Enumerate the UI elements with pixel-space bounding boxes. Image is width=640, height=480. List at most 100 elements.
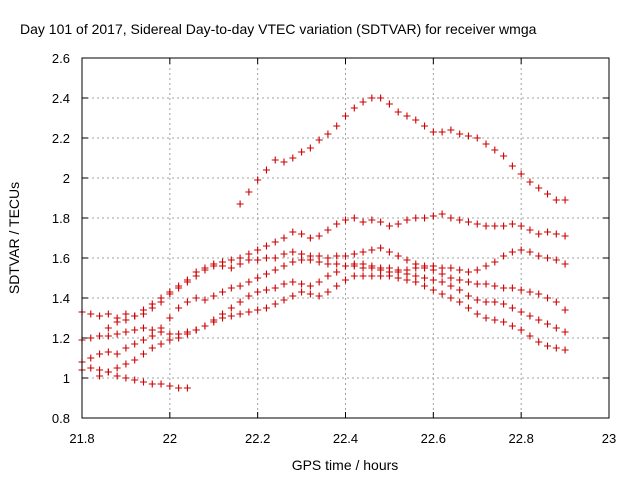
data-point bbox=[552, 230, 560, 238]
y-tick-label: 1.4 bbox=[52, 291, 70, 306]
data-point bbox=[298, 256, 306, 264]
data-point bbox=[113, 314, 121, 322]
data-point bbox=[535, 252, 543, 260]
data-point bbox=[175, 384, 183, 392]
data-point bbox=[535, 316, 543, 324]
data-point bbox=[517, 286, 525, 294]
data-point bbox=[508, 162, 516, 170]
data-point bbox=[245, 278, 253, 286]
data-point bbox=[526, 288, 534, 296]
data-point bbox=[254, 246, 262, 254]
data-point bbox=[271, 254, 279, 262]
data-point bbox=[526, 312, 534, 320]
data-point bbox=[166, 336, 174, 344]
data-point bbox=[350, 260, 358, 268]
data-point bbox=[219, 262, 227, 270]
data-point bbox=[342, 216, 349, 224]
data-point bbox=[262, 270, 270, 278]
data-point bbox=[491, 282, 499, 290]
data-point bbox=[271, 156, 279, 164]
data-point bbox=[262, 286, 270, 294]
data-point bbox=[412, 116, 420, 124]
data-point bbox=[561, 196, 569, 204]
data-point bbox=[157, 340, 165, 348]
data-point bbox=[544, 294, 552, 302]
data-point bbox=[473, 280, 481, 288]
data-point bbox=[236, 310, 244, 318]
data-point bbox=[359, 218, 367, 226]
x-tick-label: 21.8 bbox=[69, 431, 94, 446]
data-point bbox=[324, 272, 332, 280]
data-point bbox=[517, 326, 525, 334]
data-point bbox=[544, 320, 552, 328]
data-point bbox=[412, 264, 420, 272]
data-point bbox=[227, 284, 235, 292]
data-point bbox=[157, 380, 165, 388]
data-point bbox=[561, 328, 569, 336]
data-point bbox=[139, 378, 147, 386]
series-arc-4 bbox=[78, 256, 569, 366]
data-point bbox=[368, 262, 376, 270]
data-point bbox=[139, 324, 147, 332]
data-point bbox=[394, 220, 402, 228]
data-point bbox=[210, 318, 218, 326]
data-point bbox=[394, 274, 402, 282]
data-point bbox=[148, 332, 156, 340]
data-point bbox=[456, 216, 464, 224]
data-point bbox=[254, 306, 262, 314]
data-point bbox=[227, 312, 235, 320]
data-point bbox=[219, 288, 227, 296]
data-point bbox=[166, 382, 174, 390]
series-arc-1 bbox=[236, 94, 569, 208]
data-point bbox=[447, 214, 455, 222]
data-point bbox=[139, 350, 147, 358]
data-point bbox=[403, 216, 411, 224]
data-point bbox=[175, 304, 183, 312]
data-point bbox=[429, 276, 437, 284]
data-point bbox=[482, 314, 490, 322]
data-point bbox=[517, 308, 525, 316]
data-point bbox=[350, 104, 358, 112]
data-point bbox=[385, 222, 393, 230]
x-tick-label: 22.8 bbox=[509, 431, 534, 446]
data-point bbox=[535, 338, 543, 346]
data-point bbox=[500, 152, 508, 160]
data-point bbox=[192, 294, 200, 302]
data-point bbox=[526, 178, 534, 186]
data-point bbox=[254, 256, 262, 264]
data-point bbox=[394, 108, 402, 116]
data-point bbox=[324, 288, 332, 296]
data-point bbox=[429, 286, 437, 294]
data-point bbox=[552, 324, 560, 332]
data-point bbox=[377, 272, 385, 280]
data-point bbox=[306, 256, 314, 264]
data-point bbox=[271, 266, 279, 274]
data-point bbox=[183, 384, 191, 392]
data-point bbox=[219, 314, 227, 322]
data-point bbox=[385, 264, 393, 272]
data-point bbox=[403, 266, 411, 274]
data-point bbox=[412, 214, 420, 222]
data-point bbox=[131, 356, 139, 364]
data-point bbox=[298, 288, 306, 296]
data-point bbox=[464, 292, 472, 300]
data-point bbox=[508, 322, 516, 330]
data-point bbox=[280, 158, 288, 166]
data-point bbox=[473, 134, 481, 142]
data-point bbox=[192, 326, 200, 334]
data-point bbox=[368, 272, 376, 280]
data-point bbox=[464, 304, 472, 312]
data-point bbox=[333, 282, 341, 290]
data-point bbox=[561, 346, 569, 354]
data-point bbox=[315, 136, 323, 144]
data-point bbox=[131, 376, 139, 384]
data-point bbox=[96, 366, 104, 374]
data-point bbox=[333, 260, 341, 268]
data-point bbox=[227, 264, 235, 272]
y-tick-label: 2.6 bbox=[52, 51, 70, 66]
data-point bbox=[500, 318, 508, 326]
data-point bbox=[473, 310, 481, 318]
data-point bbox=[482, 280, 490, 288]
data-point bbox=[526, 226, 534, 234]
